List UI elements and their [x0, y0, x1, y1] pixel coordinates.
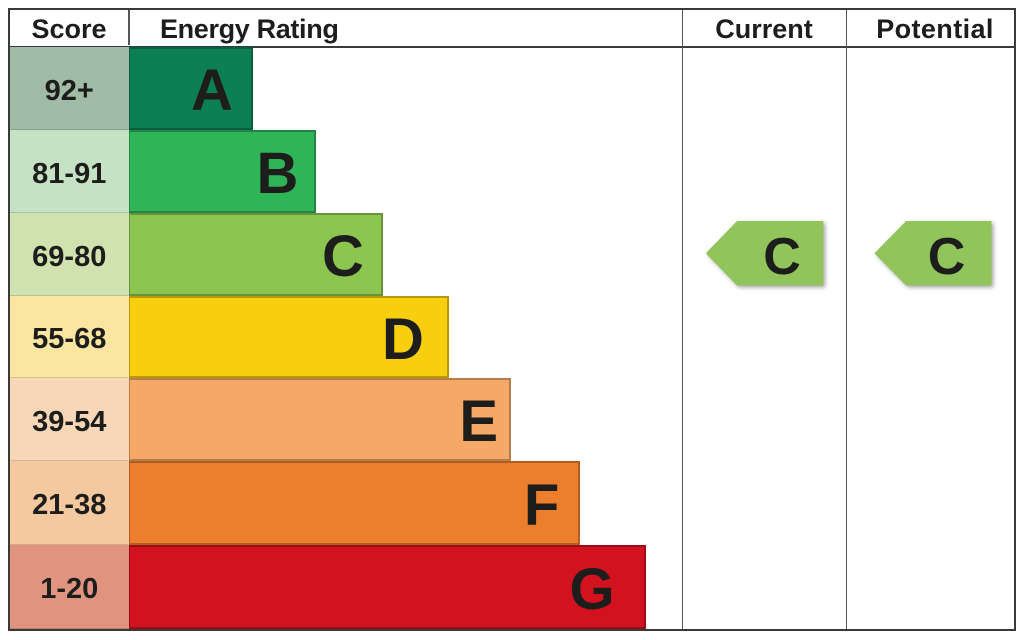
svg-text:C: C — [928, 228, 966, 286]
svg-text:C: C — [763, 228, 801, 286]
